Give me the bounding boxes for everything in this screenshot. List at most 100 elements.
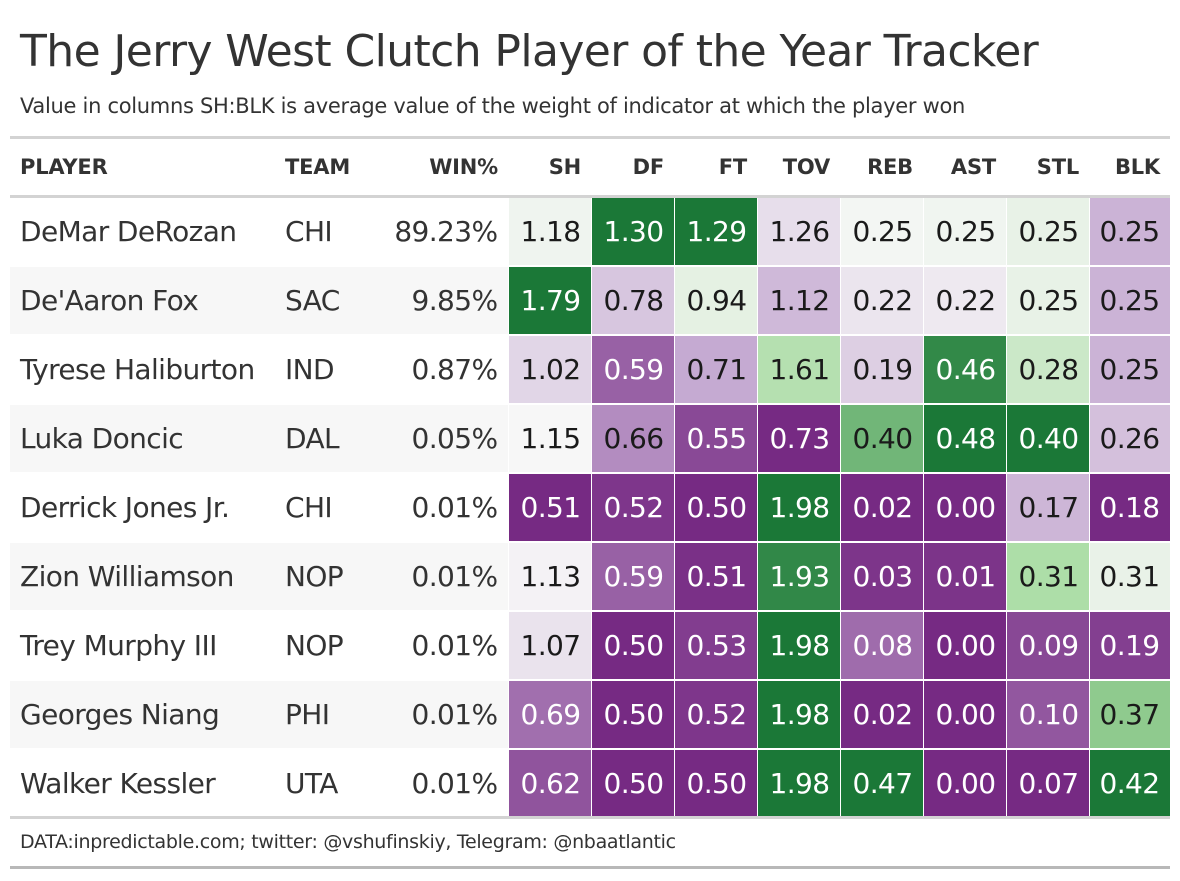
win-percentage: 0.01% (375, 541, 508, 611)
heat-cell-stl: 0.40 (1005, 403, 1090, 473)
team-code: UTA (285, 748, 375, 817)
heat-cell-df: 1.30 (590, 195, 675, 266)
heat-cell-ft: 0.50 (673, 748, 758, 817)
team-code: CHI (285, 472, 375, 542)
heat-cell-df: 0.66 (590, 403, 675, 473)
column-header-blk: BLK (1114, 155, 1160, 179)
heat-cell-blk: 0.26 (1088, 403, 1171, 473)
player-name: Trey Murphy III (10, 610, 285, 680)
heat-cell-blk: 0.25 (1088, 265, 1171, 335)
heat-cell-reb: 0.47 (839, 748, 924, 817)
team-code: NOP (285, 541, 375, 611)
table-row: DeMar DeRozan CHI 89.23% 1.18 1.30 1.29 1.26 0.… (10, 195, 1171, 266)
player-name: Luka Doncic (10, 403, 285, 473)
heat-cell-blk: 0.42 (1088, 748, 1171, 817)
heat-cell-stl: 0.25 (1005, 195, 1090, 266)
column-header-win-: WIN% (429, 155, 498, 179)
heat-cell-ast: 0.00 (922, 472, 1007, 542)
heat-cell-tov: 1.12 (756, 265, 841, 335)
source-note: DATA:inpredictable.com; twitter: @vshufi… (20, 831, 676, 853)
heat-cell-sh: 1.18 (507, 195, 592, 266)
heat-cell-tov: 1.98 (756, 610, 841, 680)
heat-cell-sh: 1.07 (507, 610, 592, 680)
win-percentage: 0.87% (375, 334, 508, 404)
column-header-player: PLAYER (20, 155, 108, 179)
player-name: Derrick Jones Jr. (10, 472, 285, 542)
table-row: Luka Doncic DAL 0.05% 1.15 0.66 0.55 0.73 0.40 0… (10, 403, 1171, 473)
win-percentage: 0.01% (375, 679, 508, 749)
heat-cell-df: 0.59 (590, 334, 675, 404)
heat-cell-reb: 0.02 (839, 472, 924, 542)
team-code: NOP (285, 610, 375, 680)
win-percentage: 0.01% (375, 472, 508, 542)
column-header-df: DF (632, 155, 665, 179)
table-body: DeMar DeRozan CHI 89.23% 1.18 1.30 1.29 1.26 0.… (10, 195, 1171, 817)
table-row: Georges Niang PHI 0.01% 0.69 0.50 0.52 1.98 0.0… (10, 679, 1171, 749)
bottom-rule (10, 816, 1170, 819)
heat-cell-ft: 0.55 (673, 403, 758, 473)
heat-cell-reb: 0.40 (839, 403, 924, 473)
heat-cell-df: 0.50 (590, 748, 675, 817)
heat-cell-tov: 1.93 (756, 541, 841, 611)
win-percentage: 0.05% (375, 403, 508, 473)
heat-cell-sh: 1.79 (507, 265, 592, 335)
table-row: Tyrese Haliburton IND 0.87% 1.02 0.59 0.71 1.6… (10, 334, 1171, 404)
team-code: SAC (285, 265, 375, 335)
heat-cell-ft: 0.94 (673, 265, 758, 335)
column-header-stl: STL (1036, 155, 1079, 179)
heat-cell-ft: 0.53 (673, 610, 758, 680)
heat-cell-stl: 0.09 (1005, 610, 1090, 680)
heat-cell-ft: 0.52 (673, 679, 758, 749)
heat-cell-reb: 0.03 (839, 541, 924, 611)
heat-cell-sh: 0.69 (507, 679, 592, 749)
heat-cell-tov: 1.98 (756, 472, 841, 542)
table-row: Walker Kessler UTA 0.01% 0.62 0.50 0.50 1.98 0.… (10, 748, 1171, 817)
heat-cell-ast: 0.00 (922, 679, 1007, 749)
header-rule (10, 195, 1170, 198)
heat-cell-tov: 1.98 (756, 748, 841, 817)
heat-cell-sh: 0.62 (507, 748, 592, 817)
footer-rule (10, 866, 1170, 869)
heat-cell-reb: 0.25 (839, 195, 924, 266)
heat-cell-sh: 1.02 (507, 334, 592, 404)
heat-cell-sh: 0.51 (507, 472, 592, 542)
heat-cell-ast: 0.01 (922, 541, 1007, 611)
tracker-table: PLAYER TEAM WIN% SH DF FT TOV REB AST STL BLK DeMa… (10, 139, 1171, 817)
win-percentage: 0.01% (375, 610, 508, 680)
player-name: Tyrese Haliburton (10, 334, 285, 404)
heat-cell-ast: 0.22 (922, 265, 1007, 335)
column-header-reb: REB (867, 155, 913, 179)
player-name: Zion Williamson (10, 541, 285, 611)
heat-cell-sh: 1.13 (507, 541, 592, 611)
heat-cell-df: 0.50 (590, 679, 675, 749)
heat-cell-ft: 0.71 (673, 334, 758, 404)
heat-cell-stl: 0.25 (1005, 265, 1090, 335)
heat-cell-stl: 0.28 (1005, 334, 1090, 404)
heat-cell-tov: 1.98 (756, 679, 841, 749)
player-name: Walker Kessler (10, 748, 285, 817)
team-code: DAL (285, 403, 375, 473)
heat-cell-ft: 1.29 (673, 195, 758, 266)
heat-cell-ast: 0.48 (922, 403, 1007, 473)
heat-cell-blk: 0.19 (1088, 610, 1171, 680)
heat-cell-stl: 0.17 (1005, 472, 1090, 542)
win-percentage: 0.01% (375, 748, 508, 817)
heat-cell-ast: 0.25 (922, 195, 1007, 266)
top-rule (10, 136, 1170, 139)
table-row: De'Aaron Fox SAC 9.85% 1.79 0.78 0.94 1.12 0.22… (10, 265, 1171, 335)
heat-cell-ast: 0.00 (922, 610, 1007, 680)
heat-cell-stl: 0.10 (1005, 679, 1090, 749)
heat-cell-sh: 1.15 (507, 403, 592, 473)
team-code: PHI (285, 679, 375, 749)
column-header-ft: FT (718, 155, 747, 179)
heat-cell-blk: 0.31 (1088, 541, 1171, 611)
team-code: CHI (285, 195, 375, 266)
heat-cell-blk: 0.18 (1088, 472, 1171, 542)
heat-cell-ast: 0.00 (922, 748, 1007, 817)
heat-cell-ft: 0.51 (673, 541, 758, 611)
chart-title: The Jerry West Clutch Player of the Year… (20, 26, 1039, 77)
column-header-tov: TOV (782, 155, 830, 179)
heat-cell-stl: 0.31 (1005, 541, 1090, 611)
table-row: Zion Williamson NOP 0.01% 1.13 0.59 0.51 1.93 0… (10, 541, 1171, 611)
table-header-row: PLAYER TEAM WIN% SH DF FT TOV REB AST STL BLK (10, 139, 1170, 197)
